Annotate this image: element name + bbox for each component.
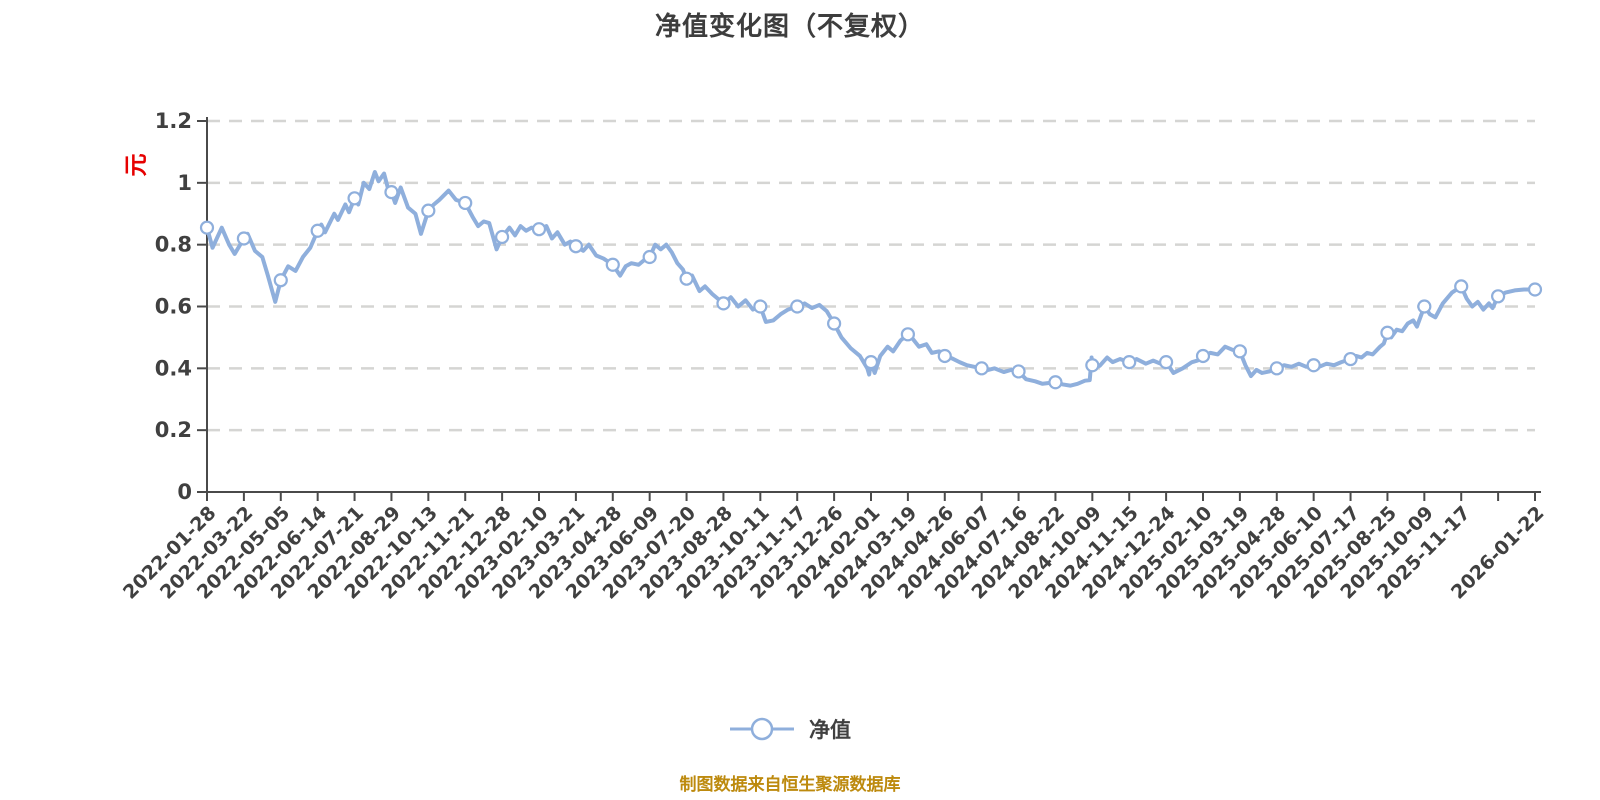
data-point-marker[interactable] [1122,355,1137,370]
data-point-marker[interactable] [1454,279,1469,294]
data-point-marker[interactable] [1417,299,1432,314]
data-point-marker[interactable] [199,220,215,235]
grid-layer [207,119,1535,432]
series-line-netvalue [205,170,1537,388]
data-point-marker[interactable] [236,231,251,246]
data-point-marker[interactable] [605,257,620,272]
data-point-marker[interactable] [1085,358,1100,373]
data-point-marker[interactable] [531,222,547,237]
data-point-marker[interactable] [495,229,510,245]
data-point-marker[interactable] [1527,282,1543,297]
legend-label: 净值 [809,718,851,742]
marker-layer [199,185,1543,390]
data-point-marker[interactable] [1195,348,1211,364]
legend-netvalue[interactable]: 净值 [0,714,1580,744]
data-point-marker[interactable] [1491,289,1506,304]
data-point-marker[interactable] [1232,344,1247,359]
data-point-marker[interactable] [863,355,879,370]
data-point-marker[interactable] [1343,351,1358,367]
data-point-marker[interactable] [937,348,952,364]
data-point-marker[interactable] [716,296,731,311]
data-point-marker[interactable] [568,239,583,254]
legend-marker-icon [730,717,794,741]
data-point-marker[interactable] [900,327,915,342]
data-point-marker[interactable] [642,249,657,265]
series-layer [205,170,1537,388]
data-point-marker[interactable] [347,191,362,206]
data-point-marker[interactable] [421,203,436,218]
data-point-marker[interactable] [1306,358,1321,373]
y-tick-label: 1.2 [155,109,192,133]
chart-title: 净值变化图（不复权） [654,12,925,42]
data-point-marker[interactable] [1011,364,1026,379]
data-point-marker[interactable] [1048,375,1063,390]
y-tick-label: 0 [177,480,192,504]
data-point-marker[interactable] [273,273,288,288]
y-tick-label: 0.4 [155,356,192,380]
data-point-marker[interactable] [384,185,399,200]
y-tick-label: 1 [177,171,192,195]
data-point-marker[interactable] [1269,361,1284,376]
y-tick-label: 0.6 [155,295,192,319]
data-point-marker[interactable] [827,316,842,331]
data-point-marker[interactable] [458,195,473,211]
data-point-marker[interactable] [790,299,805,314]
data-point-marker[interactable] [1380,325,1395,340]
data-point-marker[interactable] [310,223,325,238]
y-tick-label: 0.2 [155,418,192,442]
data-point-marker[interactable] [679,271,694,286]
y-tick-label: 0.8 [155,233,192,257]
data-point-marker[interactable] [1159,355,1174,370]
data-point-marker[interactable] [753,299,768,314]
axes-layer: 00.20.40.60.811.22022-01-282022-03-22202… [119,109,1549,603]
data-source-note: 制图数据来自恒生聚源数据库 [679,775,901,795]
data-point-marker[interactable] [974,361,989,376]
